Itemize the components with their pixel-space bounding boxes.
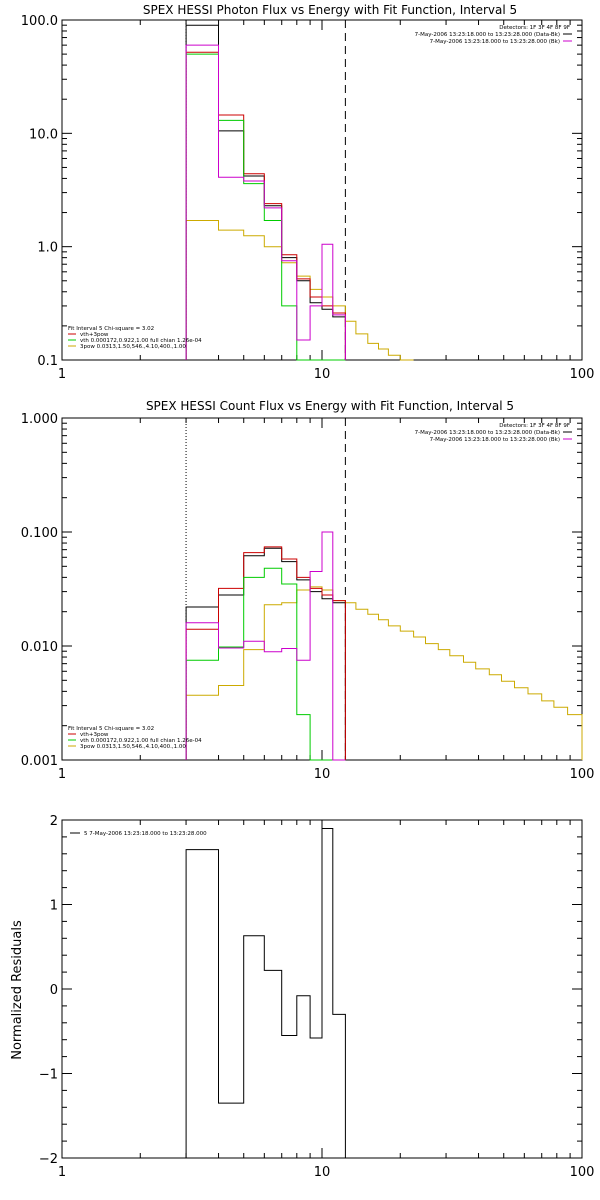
legend-label: 7-May-2006 13:23:18.000 to 13:23:28.000 …: [430, 39, 560, 45]
residuals-series: [185, 828, 346, 1158]
x-tick-label: 100: [570, 367, 595, 382]
series-line-0: [185, 828, 346, 1158]
count-flux-bottom-legend: Fit Interval 5 Chi-square = 3.02vth+3pow…: [68, 726, 202, 750]
x-tick-label: 10: [314, 1165, 331, 1180]
legend-label: 7-May-2006 13:23:18.000 to 13:23:28.000 …: [415, 32, 560, 38]
y-tick-label: 0: [50, 983, 58, 998]
photon-flux-panel: SPEX HESSI Photon Flux vs Energy with Fi…: [21, 3, 595, 382]
count-flux-panel: SPEX HESSI Count Flux vs Energy with Fit…: [21, 399, 595, 782]
residuals-panel: Normalized Residuals 1 10 100 −2 −1 0 1 2 5 7-M…: [10, 814, 594, 1180]
residuals-ylabel: Normalized Residuals: [10, 920, 25, 1060]
x-tick-label: 10: [314, 767, 331, 782]
photon-flux-axis-ticks: 1 10 100 0.1 1.0 10.0 100.0: [21, 14, 595, 382]
photon-flux-top-legend: Detectors: 1F 3F 4F 8F 9F7-May-2006 13:2…: [415, 25, 572, 45]
series-3pow-line: [185, 220, 414, 361]
series-line-0: [185, 547, 346, 760]
count-flux-top-legend: Detectors: 1F 3F 4F 8F 9F7-May-2006 13:2…: [415, 423, 572, 443]
legend-label: 7-May-2006 13:23:18.000 to 13:23:28.000 …: [430, 437, 560, 443]
legend-label: Fit Interval 5 Chi-square = 3.02: [68, 326, 154, 332]
series-line-1: [185, 546, 346, 760]
y-tick-label: 1.0: [37, 241, 58, 256]
x-tick-label: 1: [58, 367, 66, 382]
legend-label: 3pow 0.0313,1.50,546.,4.10,400.,1.00: [80, 344, 186, 350]
series-line-3: [185, 531, 346, 761]
y-tick-label: −1: [39, 1068, 58, 1083]
legend-label: Fit Interval 5 Chi-square = 3.02: [68, 726, 154, 732]
residuals-top-legend: 5 7-May-2006 13:23:18.000 to 13:23:28.00…: [70, 831, 207, 837]
count-flux-title: SPEX HESSI Count Flux vs Energy with Fit…: [146, 399, 514, 413]
y-tick-label: 2: [50, 814, 58, 829]
legend-label: vth+3pow: [80, 732, 109, 738]
photon-flux-title: SPEX HESSI Photon Flux vs Energy with Fi…: [143, 3, 517, 17]
count-flux-series: [185, 531, 583, 761]
series-line-2: [185, 53, 346, 361]
legend-label: 7-May-2006 13:23:18.000 to 13:23:28.000 …: [415, 430, 560, 436]
legend-label: vth 0.000172,0.922,1.00 full chian 1.26e…: [80, 338, 202, 344]
count-flux-axis-ticks: 1 10 100 0.001 0.010 0.100 1.000: [21, 412, 595, 782]
y-tick-label: 100.0: [21, 14, 58, 29]
x-tick-label: 1: [58, 1165, 66, 1180]
legend-label: vth 0.000172,0.922,1.00 full chian 1.26e…: [80, 738, 202, 744]
photon-flux-series: [185, 24, 414, 361]
y-tick-label: 0.1: [37, 354, 58, 369]
series-3pow-line: [185, 586, 583, 760]
legend-label: 5 7-May-2006 13:23:18.000 to 13:23:28.00…: [84, 831, 207, 837]
series-line-2: [185, 567, 346, 761]
y-tick-label: 1: [50, 899, 58, 914]
series-line-1: [185, 51, 346, 360]
x-tick-label: 10: [314, 367, 331, 382]
series-line-3: [185, 44, 346, 360]
y-tick-label: 0.001: [21, 754, 58, 769]
x-tick-label: 1: [58, 767, 66, 782]
y-tick-label: 1.000: [21, 412, 58, 427]
y-tick-label: −2: [39, 1152, 58, 1167]
y-tick-label: 0.010: [21, 640, 58, 655]
y-tick-label: 0.100: [21, 526, 58, 541]
residuals-axis-ticks: 1 10 100 −2 −1 0 1 2: [39, 814, 595, 1180]
legend-label: Detectors: 1F 3F 4F 8F 9F: [499, 25, 570, 31]
series-line-0: [185, 24, 346, 360]
legend-label: Detectors: 1F 3F 4F 8F 9F: [499, 423, 570, 429]
photon-flux-bottom-legend: Fit Interval 5 Chi-square = 3.02vth+3pow…: [68, 326, 202, 350]
y-tick-label: 10.0: [29, 127, 58, 142]
x-tick-label: 100: [570, 1165, 595, 1180]
legend-label: 3pow 0.0313,1.50,546.,4.10,400.,1.00: [80, 744, 186, 750]
x-tick-label: 100: [570, 767, 595, 782]
legend-label: vth+3pow: [80, 332, 109, 338]
